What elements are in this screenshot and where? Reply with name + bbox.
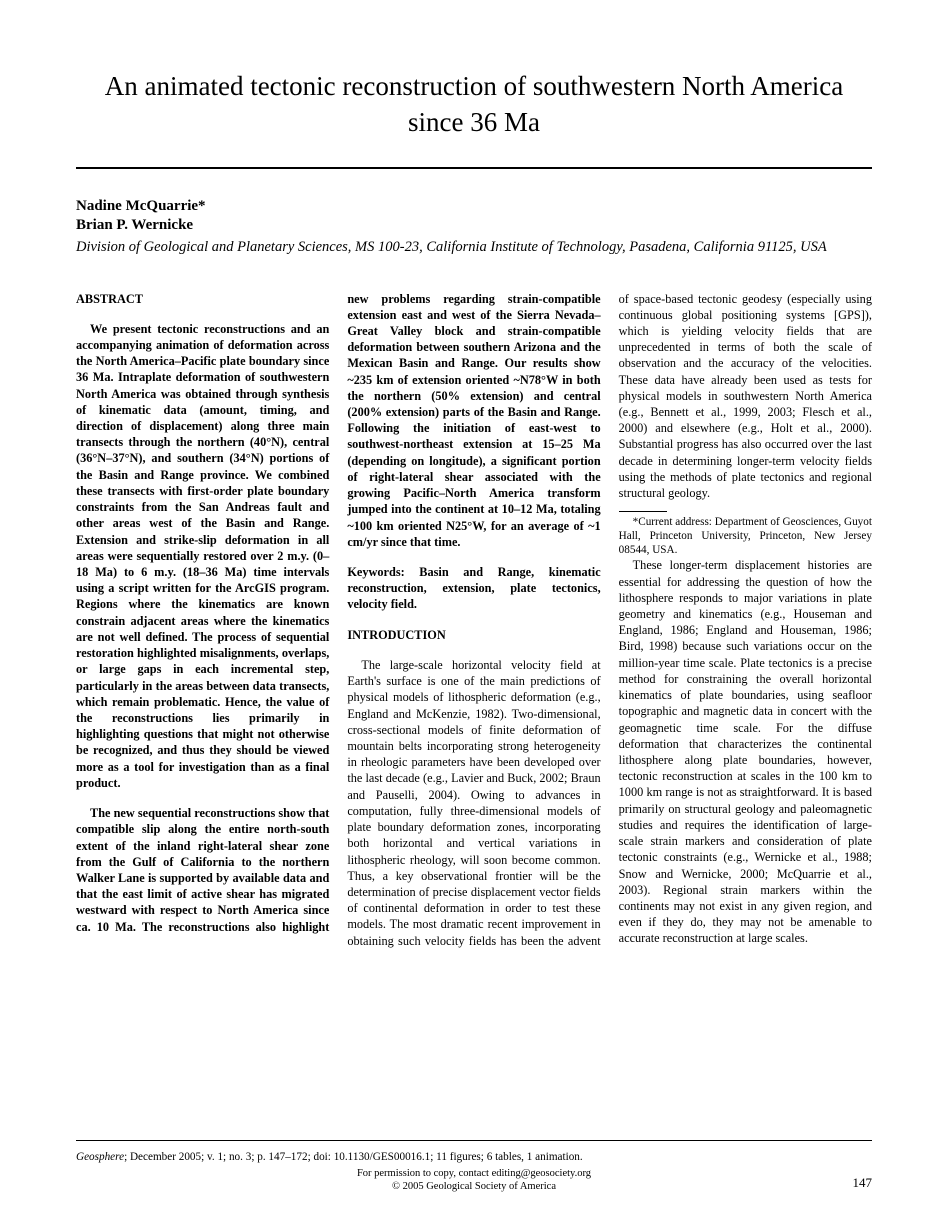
introduction-heading: INTRODUCTION	[347, 627, 600, 643]
footer-rule	[76, 1140, 872, 1141]
permission-block: For permission to copy, contact editing@…	[0, 1167, 948, 1193]
journal-name: Geosphere	[76, 1151, 124, 1163]
abstract-heading: ABSTRACT	[76, 291, 329, 307]
citation-details: ; December 2005; v. 1; no. 3; p. 147–172…	[124, 1151, 583, 1163]
citation-line: Geosphere; December 2005; v. 1; no. 3; p…	[76, 1151, 583, 1163]
footnote-rule	[619, 511, 667, 512]
affiliation: Division of Geological and Planetary Sci…	[76, 238, 872, 256]
keywords: Keywords: Basin and Range, kinematic rec…	[347, 564, 600, 613]
article-title: An animated tectonic reconstruction of s…	[76, 68, 872, 141]
author-2: Brian P. Wernicke	[76, 216, 872, 235]
intro-paragraph-2: These longer-term displacement histories…	[619, 557, 872, 946]
author-footnote: *Current address: Department of Geoscien…	[619, 515, 872, 557]
abstract-paragraph-1: We present tectonic reconstructions and …	[76, 321, 329, 791]
footnote-block: *Current address: Department of Geoscien…	[619, 511, 872, 557]
author-1: Nadine McQuarrie*	[76, 197, 872, 216]
authors-block: Nadine McQuarrie* Brian P. Wernicke	[76, 197, 872, 235]
permission-contact: For permission to copy, contact editing@…	[0, 1167, 948, 1180]
title-rule	[76, 167, 872, 169]
copyright-line: © 2005 Geological Society of America	[0, 1180, 948, 1193]
page-number: 147	[853, 1175, 873, 1191]
body-columns: ABSTRACT We present tectonic reconstruct…	[76, 291, 872, 949]
